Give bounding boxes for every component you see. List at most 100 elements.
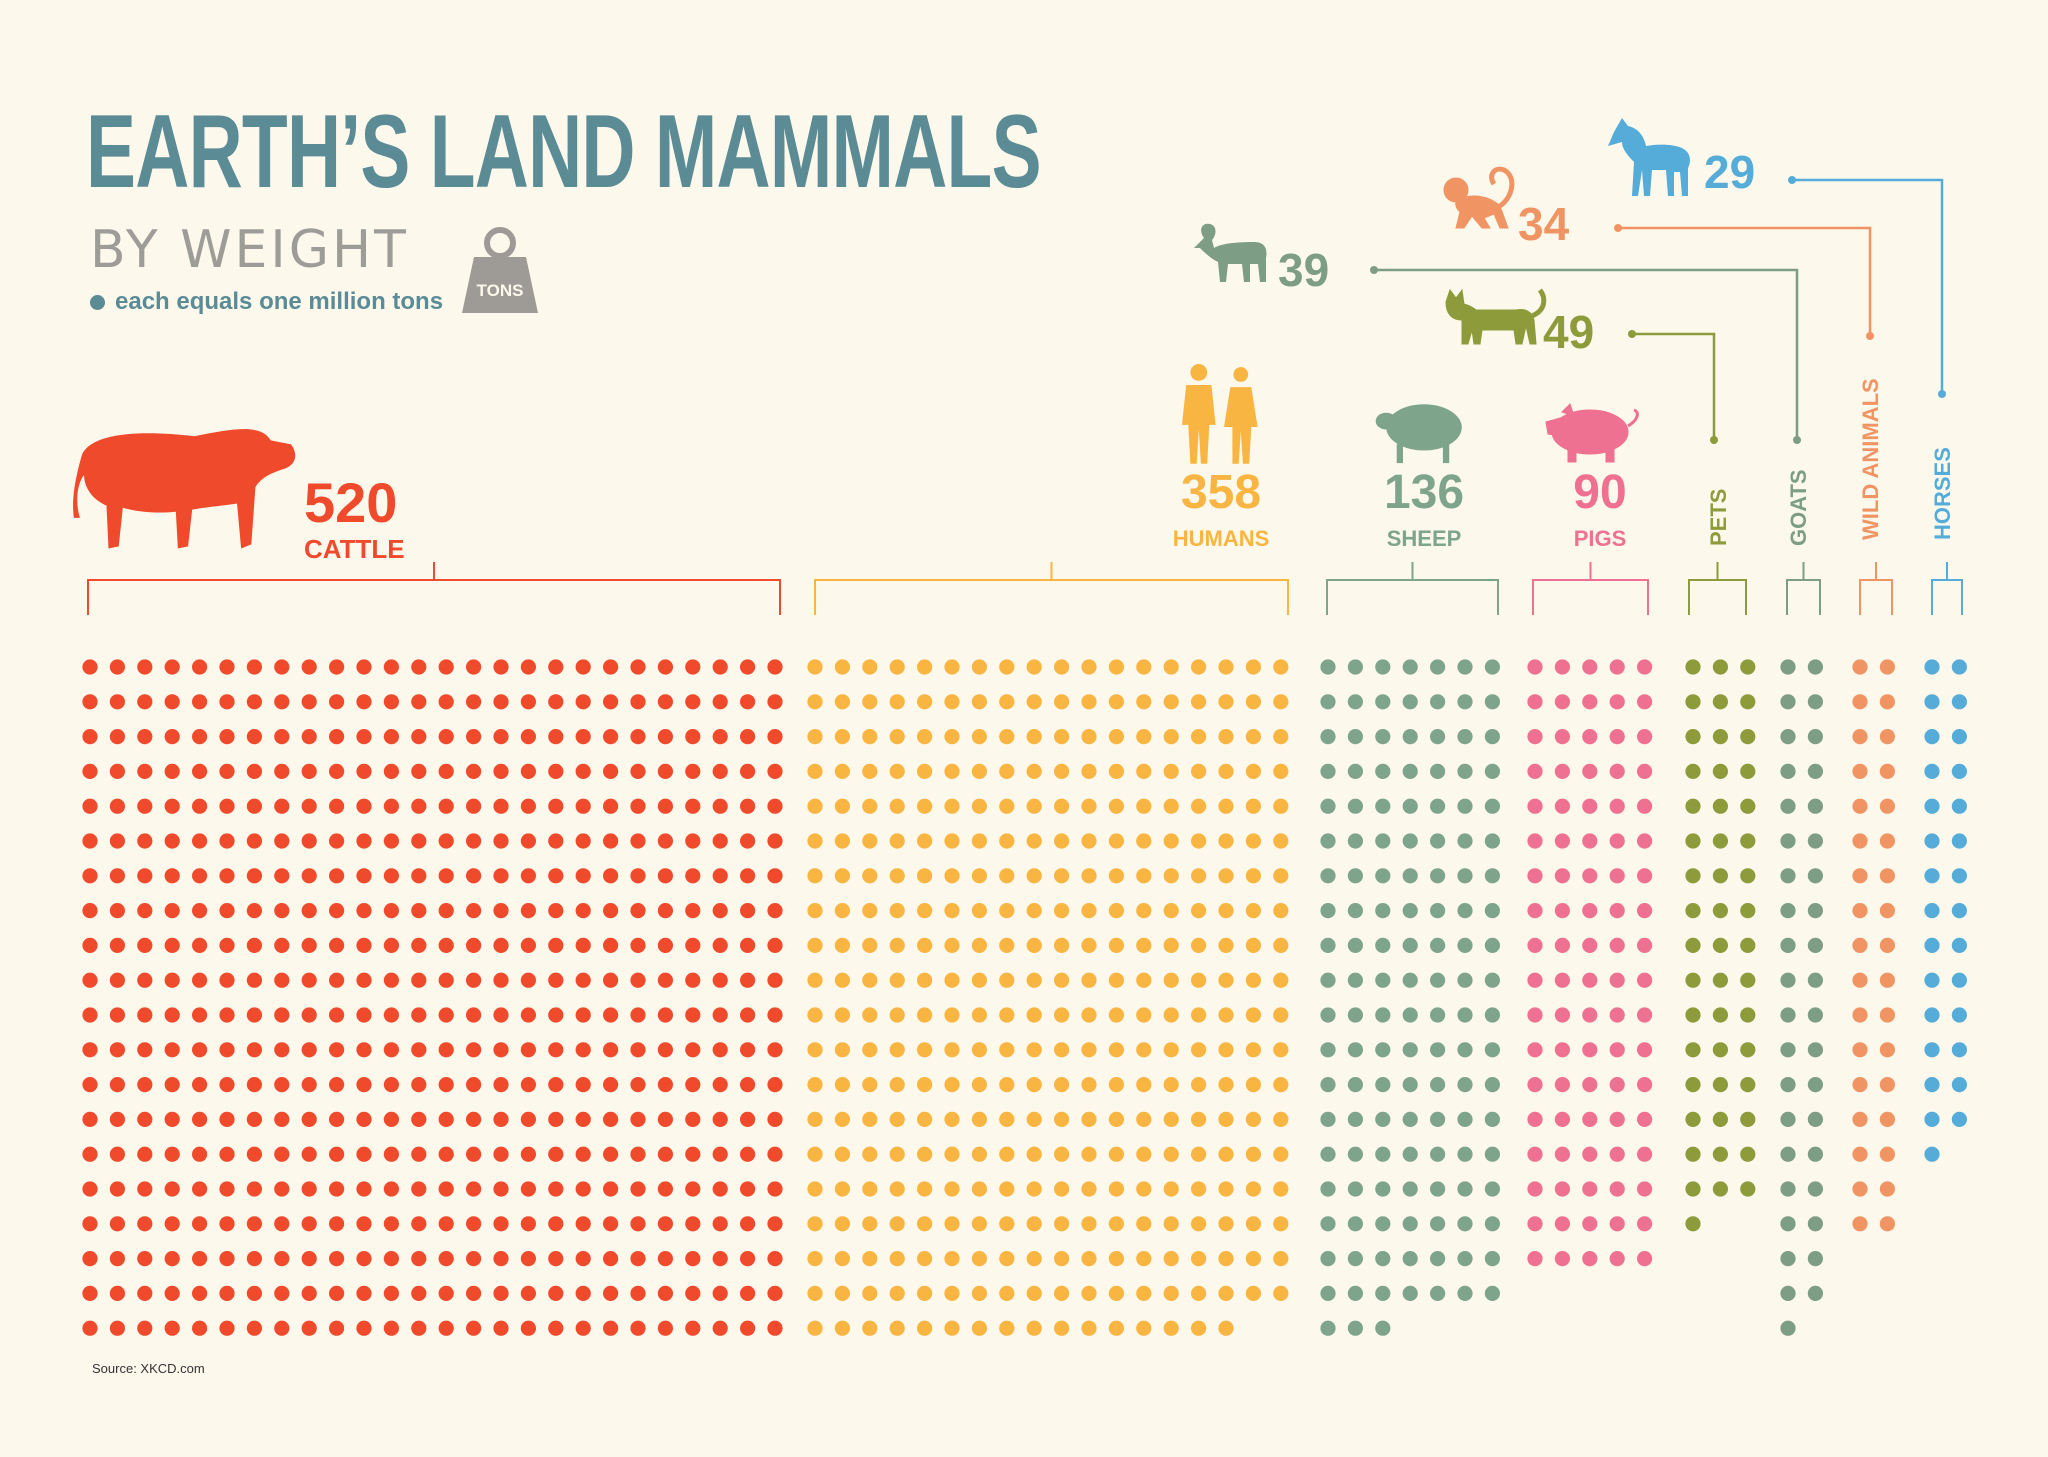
goats-dot [1807,833,1823,849]
pets-dot [1740,1007,1756,1023]
humans-dot [971,729,988,745]
cattle-dot [356,1285,372,1301]
cattle-dot [137,729,153,745]
cattle-label: CATTLE [304,534,405,564]
goats-dot [1807,868,1823,884]
humans-dot [1054,937,1070,954]
cattle-dot [520,1007,537,1023]
cattle-dot [109,1042,125,1058]
cattle-dot [603,1146,619,1162]
pigs-dot [1609,1146,1625,1162]
humans-dot [1245,729,1261,745]
humans-dot [999,972,1015,988]
sheep-dot [1375,1181,1391,1197]
pigs-dot [1637,1181,1653,1197]
humans-dot [1273,694,1289,710]
cattle-dot [137,1111,153,1127]
cattle-dot [493,1285,509,1301]
pigs-dot [1609,729,1625,745]
cattle-dot [109,868,125,884]
humans-dot [807,972,823,988]
cattle-dot [767,694,783,710]
cattle-dot [438,1216,454,1232]
cattle-dot [740,659,756,675]
humans-dot [1081,798,1097,814]
cattle-dot [301,1042,317,1058]
sheep-dot [1457,833,1473,849]
sheep-dot [1484,1251,1500,1267]
sheep-dot [1457,659,1473,675]
cattle-dot [329,729,345,745]
humans-dot [917,1077,933,1093]
pigs-dot [1637,763,1653,780]
cattle-dot [164,1181,180,1197]
sheep-dot [1320,694,1336,710]
cattle-dot [356,903,372,919]
cattle-dot [383,1111,399,1127]
humans-dot [834,1077,851,1093]
cattle-dot [712,763,728,780]
cattle-dot [575,1146,591,1162]
cattle-dot [109,763,125,780]
cattle-dot [192,1007,208,1023]
humans-dot [1163,972,1179,988]
pigs-dot [1554,694,1570,710]
cattle-dot [520,1216,537,1232]
pets-dot [1740,1146,1756,1162]
humans-dot [1191,868,1207,884]
cattle-dot [274,763,290,780]
cattle-dot [493,833,509,849]
humans-dot [1108,1042,1124,1058]
humans-dot [971,972,988,988]
cattle-dot [301,1285,317,1301]
cattle-dot [685,1111,701,1127]
pets-dot [1740,1077,1756,1093]
sheep-dot [1375,903,1391,919]
cattle-dot [657,798,674,814]
sheep-dot [1375,1146,1391,1162]
humans-dot [834,1320,851,1336]
cattle-dot [411,763,427,780]
cattle-dot [219,763,235,780]
pigs-dot [1609,1007,1625,1023]
humans-dot [971,1181,988,1197]
cattle-dot [411,1007,427,1023]
cattle-dot [657,1146,674,1162]
pigs-dot [1554,868,1570,884]
sheep-dot [1320,1320,1336,1336]
cattle-dot [329,1320,345,1336]
humans-dot [889,1007,905,1023]
pigs-dot [1527,1251,1543,1267]
cattle-dot [712,729,728,745]
pets-dot [1740,937,1756,954]
humans-dot [944,1146,960,1162]
cattle-dot [603,1320,619,1336]
cattle-dot [246,659,262,675]
humans-dot [1218,1042,1234,1058]
humans-dot [1081,972,1097,988]
pigs-dot [1609,903,1625,919]
cattle-dot [685,1042,701,1058]
humans-dot [944,763,960,780]
sheep-dot [1484,694,1500,710]
cattle-dot [575,868,591,884]
cattle-dot [712,1320,728,1336]
goats-dot [1780,1077,1796,1093]
cattle-dot [712,903,728,919]
pigs-dot [1527,903,1543,919]
goats-bracket [1786,562,1821,615]
cattle-dot [329,659,345,675]
cattle-dot [274,1285,290,1301]
pets-bracket [1688,562,1747,615]
cattle-dot [137,1181,153,1197]
cattle-dot [192,1216,208,1232]
cattle-dot [493,903,509,919]
cattle-dot [164,694,180,710]
pigs-dot [1554,937,1570,954]
humans-dot [1108,833,1124,849]
wild-animals-dot [1852,972,1868,988]
humans-dot [1218,833,1234,849]
humans-dot [1054,1111,1070,1127]
cattle-dot [109,1216,125,1232]
cattle-dot [575,729,591,745]
